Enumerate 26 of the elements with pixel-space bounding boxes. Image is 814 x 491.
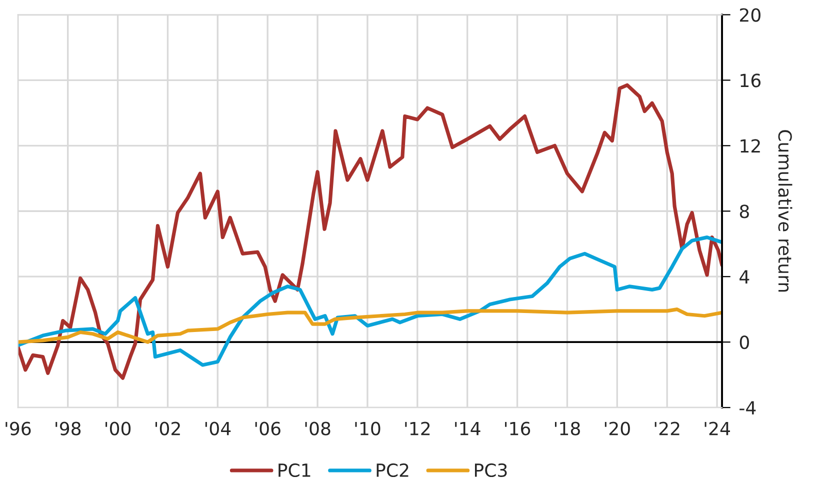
x-tick-label: '96 (6, 422, 31, 436)
y-axis-title: Cumulative return (778, 130, 792, 292)
x-tick-label: '18 (554, 422, 580, 436)
legend-label: PC3 (474, 463, 507, 478)
x-tick-label: '98 (56, 422, 81, 436)
y-tick-label: -4 (740, 401, 756, 414)
legend-label: PC1 (278, 463, 310, 478)
x-tick-label: '14 (455, 422, 480, 436)
x-tick-label: '24 (704, 422, 730, 436)
y-tick-label: 16 (740, 74, 761, 88)
legend-label: PC2 (376, 463, 408, 478)
x-tick-label: '10 (355, 422, 380, 436)
y-tick-label: 0 (740, 336, 749, 350)
x-tick-label: '02 (155, 422, 180, 436)
y-tick-label: 8 (740, 204, 749, 218)
x-tick-label: '00 (106, 422, 131, 436)
x-tick-label: '22 (654, 422, 680, 436)
x-tick-label: '04 (205, 422, 231, 436)
y-tick-label: 12 (740, 139, 760, 153)
x-tick-label: '12 (405, 422, 430, 436)
y-tick-label: 4 (740, 270, 750, 284)
x-tick-label: '08 (305, 422, 330, 436)
x-tick-label: '20 (604, 422, 630, 436)
x-tick-label: '16 (505, 422, 530, 436)
x-tick-label: '06 (255, 422, 280, 436)
y-tick-label: 20 (740, 8, 760, 22)
